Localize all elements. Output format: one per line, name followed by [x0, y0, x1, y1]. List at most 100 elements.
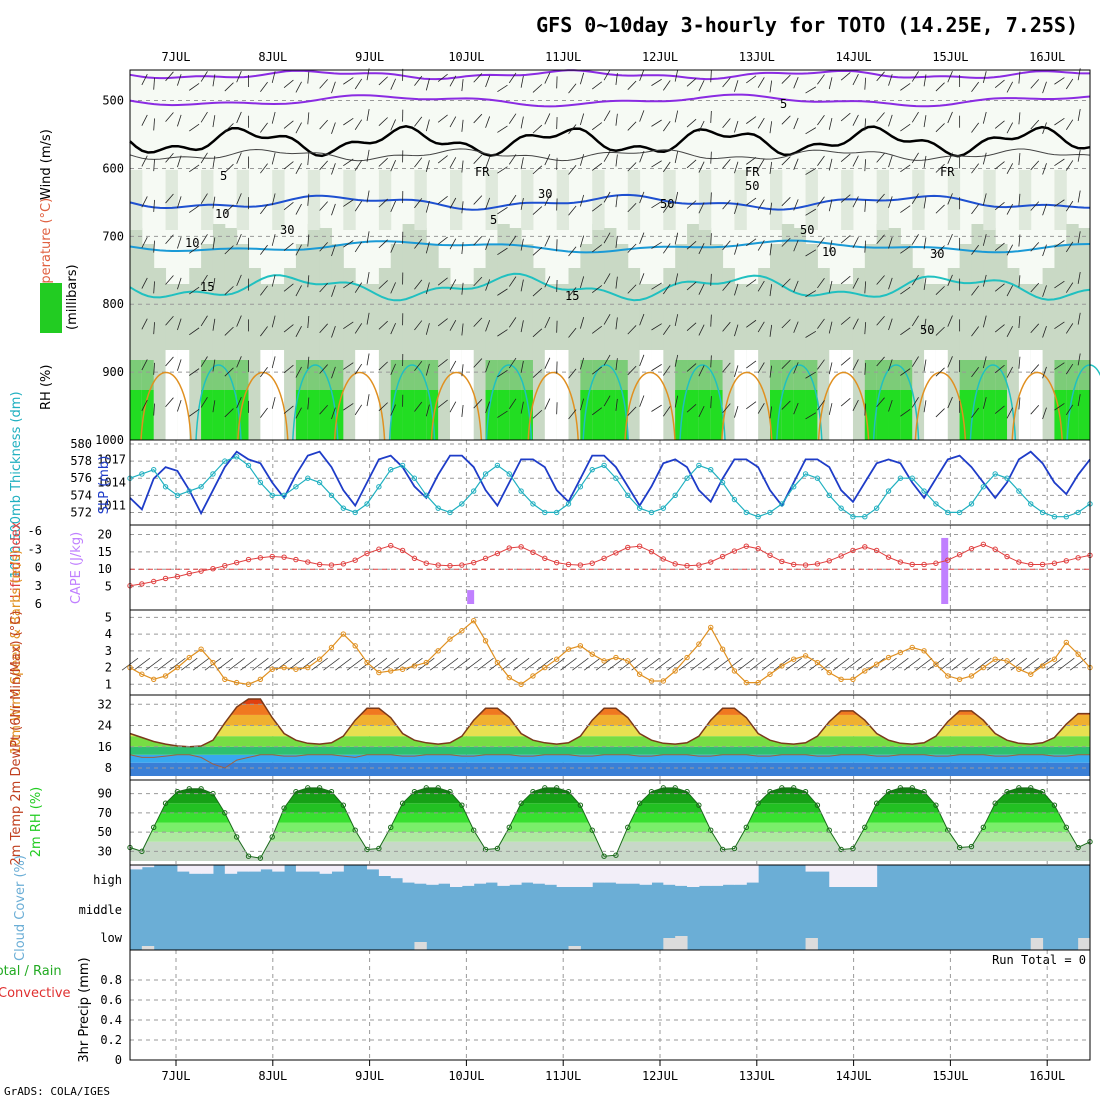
wind-barb — [1018, 356, 1021, 369]
wind-speed-line-marker — [518, 681, 524, 688]
lifted-index-line-marker — [850, 547, 856, 554]
wind-barb — [437, 73, 448, 82]
wind-barb — [698, 283, 705, 295]
wind-barb — [663, 243, 671, 254]
wind-barb — [971, 367, 980, 378]
lifted-index-line-marker — [364, 550, 370, 557]
surface-wind-barb — [228, 657, 245, 671]
wind-barb — [544, 276, 551, 288]
wind-barb — [947, 396, 953, 409]
wind-barb — [212, 400, 216, 413]
lifted-index-line-marker — [506, 545, 512, 551]
rh-line-marker — [364, 846, 370, 853]
wind-barb — [639, 313, 645, 326]
wind-barb — [461, 404, 464, 417]
wind-barb — [177, 237, 182, 249]
surface-wind-barb — [915, 657, 933, 671]
wind-barb — [390, 119, 396, 131]
temp-contour-line — [129, 272, 1091, 302]
cloud-high-bar — [189, 865, 202, 874]
rh-shade-30 — [947, 170, 961, 230]
wind-barb — [236, 396, 242, 409]
cloud-low-bar — [1030, 938, 1044, 950]
rh-shade-90 — [307, 390, 321, 440]
wind-barb — [947, 111, 953, 124]
rh-shade-30 — [983, 170, 996, 230]
wind-speed-line-marker — [162, 673, 169, 679]
wind-barb — [508, 276, 517, 287]
lifted-index-line-marker — [435, 562, 441, 568]
wind-barb — [200, 111, 208, 123]
wind-barb — [923, 196, 927, 209]
wind-barb — [485, 319, 491, 332]
rh-contour-label: 30 — [280, 223, 294, 237]
cape-tick-label: 10 — [98, 562, 112, 576]
rh-shade-90 — [141, 390, 155, 440]
wind-barb — [366, 109, 370, 121]
rh-line-marker — [613, 852, 619, 858]
wind-barb — [271, 234, 276, 246]
wind-barb — [236, 111, 242, 124]
wind-barb — [603, 273, 611, 285]
surface-wind-barb — [335, 657, 352, 671]
wind-barb — [177, 399, 182, 412]
wind-barb — [141, 74, 148, 86]
wind-barb — [271, 71, 276, 83]
wind-barb — [935, 245, 945, 255]
wind-barb — [722, 281, 731, 291]
wind-barb — [390, 78, 396, 90]
cloud-high-bar — [805, 865, 818, 872]
wind-barb — [1018, 275, 1021, 288]
wind-barb — [994, 161, 1005, 170]
surface-wind-barb — [157, 657, 174, 671]
wind-barb — [354, 363, 363, 375]
lifted-index-line-marker — [530, 549, 536, 555]
temp-contour-label: 15 — [200, 280, 214, 294]
rh-line-marker — [636, 800, 643, 806]
lifted-index-line-marker — [743, 543, 749, 549]
wind-barb — [1054, 280, 1065, 289]
rh-line-marker — [1075, 844, 1081, 851]
cloud-high-bar — [485, 865, 498, 883]
wind-barb — [746, 279, 757, 287]
thickness-line-marker — [482, 471, 489, 477]
wind-barb — [224, 82, 234, 92]
wind-barb — [331, 163, 336, 175]
thickness-line-marker — [423, 492, 429, 499]
rh-shade-50 — [438, 268, 451, 440]
thickness-line-marker — [388, 466, 394, 473]
wind-barb — [639, 232, 645, 244]
wind-barb — [828, 77, 833, 90]
wind-speed-line-marker — [791, 656, 797, 662]
wind-barb — [1065, 363, 1074, 375]
wind-barb — [781, 400, 791, 410]
wind-barb — [698, 202, 705, 214]
wind-barb — [425, 160, 430, 172]
temp-band — [130, 699, 1090, 705]
date-label-bottom: 11JUL — [545, 1069, 581, 1083]
wind-panel-frame — [129, 609, 1091, 696]
date-label-bottom: 16JUL — [1029, 1069, 1065, 1083]
wind-barb — [568, 409, 577, 420]
lifted-index-line-marker — [1075, 555, 1081, 561]
wind-barb — [1042, 122, 1047, 134]
wind-barb — [1042, 81, 1047, 94]
wind-barb — [710, 70, 712, 83]
lifted-index-line-marker — [553, 559, 560, 566]
thickness-line-marker — [968, 501, 975, 507]
wind-barb — [200, 397, 208, 408]
surface-wind-barb — [773, 657, 791, 671]
wind-barb — [212, 237, 216, 250]
date-label-bottom: 14JUL — [836, 1069, 872, 1083]
cloud-high-bar — [639, 865, 652, 885]
wind-barb — [722, 158, 731, 169]
wind-barb — [532, 124, 543, 134]
wind-barb — [260, 285, 268, 296]
rh-shade-30 — [556, 170, 570, 230]
rh-line-marker — [933, 802, 939, 808]
lifted-index-line-marker — [542, 555, 548, 562]
date-label-top: 10JUL — [448, 50, 484, 64]
wind-barb — [212, 196, 216, 209]
thickness-line-marker — [636, 505, 643, 511]
wind-barb — [828, 199, 833, 212]
